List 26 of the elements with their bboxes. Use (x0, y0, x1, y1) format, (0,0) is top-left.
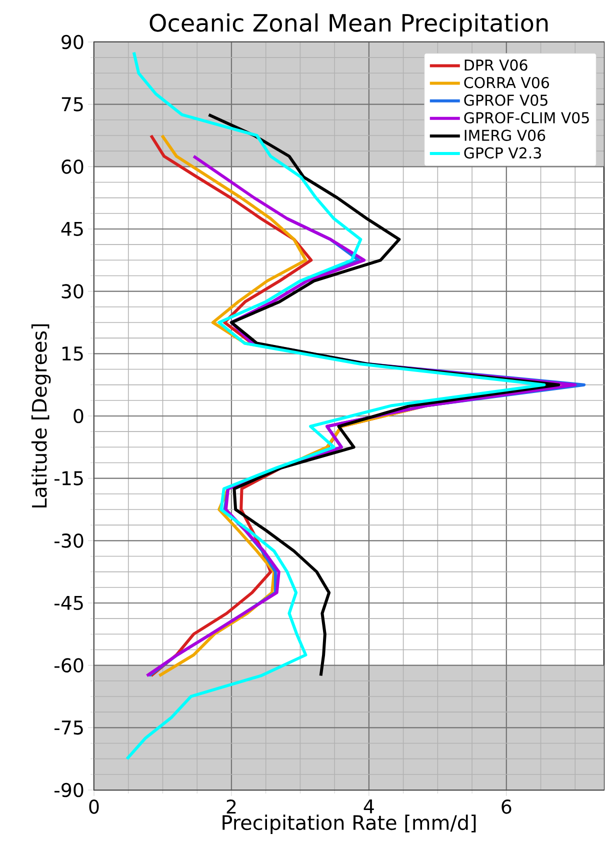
y-tick-label: -15 (54, 471, 83, 486)
legend-label: CORRA V06 (464, 76, 549, 88)
y-tick-label: 75 (62, 97, 83, 112)
legend-label: GPROF V05 (464, 94, 548, 106)
y-tick-label: -90 (54, 782, 84, 798)
x-axis-title: Precipitation Rate [mm/d] (222, 814, 476, 834)
x-tick-label: 4 (364, 800, 374, 814)
y-tick-label: 45 (61, 222, 83, 236)
y-tick-label: 15 (62, 346, 83, 361)
x-tick-label: 6 (502, 800, 512, 814)
y-tick-label: -75 (54, 720, 83, 735)
y-tick-label: -45 (54, 596, 83, 610)
legend-label: GPROF-CLIM V05 (464, 112, 589, 124)
y-tick-label: -60 (54, 658, 84, 672)
legend-label: GPCP V2.3 (464, 147, 541, 159)
y-tick-label: 0 (74, 408, 84, 424)
y-tick-label: -30 (54, 534, 84, 548)
y-tick-label: 90 (62, 34, 84, 50)
x-tick-label: 2 (226, 800, 236, 814)
legend-label: DPR V06 (464, 59, 528, 71)
legend-label: IMERG V06 (464, 130, 546, 141)
y-axis-title: Latitude [Degrees] (31, 324, 51, 508)
y-tick-label: 60 (62, 160, 84, 174)
y-tick-label: 30 (62, 284, 84, 298)
chart-title: Oceanic Zonal Mean Precipitation (150, 13, 548, 36)
x-tick-label: 0 (89, 800, 99, 814)
